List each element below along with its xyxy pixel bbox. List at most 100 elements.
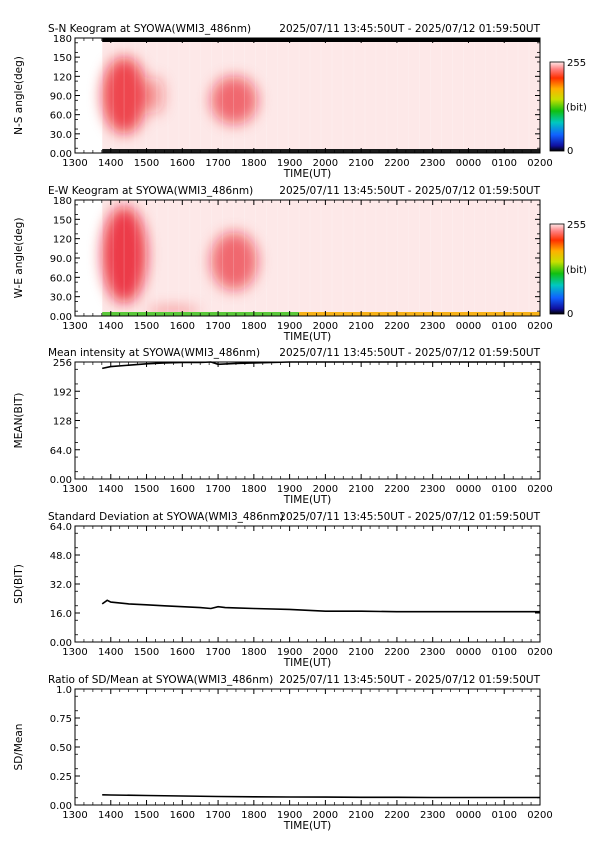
colorbar xyxy=(549,61,565,152)
x-tick-label: 2300 xyxy=(420,158,445,169)
y-tick-label: 30.0 xyxy=(50,293,72,304)
x-tick-label: 0100 xyxy=(492,321,517,332)
x-tick-label: 1900 xyxy=(277,647,302,658)
y-tick-label: 30.0 xyxy=(50,130,72,141)
panel-title: Standard Deviation at SYOWA(WMI3_486nm) xyxy=(48,511,284,523)
x-tick-label: 1600 xyxy=(170,810,195,821)
x-tick-label: 2300 xyxy=(420,810,445,821)
y-tick-label: 0.25 xyxy=(50,772,72,783)
x-tick-label: 0100 xyxy=(492,647,517,658)
x-tick-label: 1500 xyxy=(134,321,159,332)
x-tick-label: 0100 xyxy=(492,158,517,169)
x-tick-label: 2200 xyxy=(384,484,409,495)
panel-title: Mean intensity at SYOWA(WMI3_486nm) xyxy=(48,347,260,359)
panel-2: E-W Keogram at SYOWA(WMI3_486nm) 2025/07/… xyxy=(13,185,587,343)
x-tick-label: 1800 xyxy=(241,484,266,495)
bottom-band xyxy=(102,149,540,153)
aurora-blob xyxy=(102,57,147,134)
plot-frame xyxy=(74,525,541,643)
x-tick-label: 1800 xyxy=(241,647,266,658)
series-line xyxy=(102,794,540,799)
y-tick-label: 0.00 xyxy=(50,475,72,486)
x-tick-label: 1900 xyxy=(277,810,302,821)
colorbar-max: 255 xyxy=(567,220,586,231)
x-tick-label: 0200 xyxy=(527,810,552,821)
y-tick-label: 16.0 xyxy=(50,609,72,620)
x-axis-label: TIME(UT) xyxy=(283,657,332,669)
top-band xyxy=(102,38,540,42)
x-tick-label: 1400 xyxy=(98,158,123,169)
y-tick-label: 90.0 xyxy=(50,254,72,265)
x-tick-label: 2200 xyxy=(384,810,409,821)
x-tick-label: 2100 xyxy=(348,647,373,658)
aurora-blob xyxy=(102,206,147,304)
period-label: 2025/07/11 13:45:50UT - 2025/07/12 01:59… xyxy=(279,674,540,686)
y-tick-label: 90.0 xyxy=(50,92,72,103)
x-tick-label: 2300 xyxy=(420,321,445,332)
aurora-blob xyxy=(210,232,258,291)
x-tick-label: 1600 xyxy=(170,647,195,658)
plot-frame xyxy=(74,688,541,806)
x-tick-label: 1300 xyxy=(62,810,87,821)
x-tick-label: 0200 xyxy=(527,321,552,332)
y-axis-label: MEAN(BIT) xyxy=(13,393,25,449)
keogram-background xyxy=(102,38,540,153)
y-tick-label: 0.50 xyxy=(50,743,72,754)
x-tick-label: 1400 xyxy=(98,484,123,495)
x-tick-label: 2300 xyxy=(420,484,445,495)
x-tick-label: 0000 xyxy=(456,647,481,658)
y-tick-label: 1.0 xyxy=(56,685,72,696)
x-tick-label: 0000 xyxy=(456,321,481,332)
y-tick-label: 0.00 xyxy=(50,312,72,323)
panel-5: Ratio of SD/Mean at SYOWA(WMI3_486nm) 202… xyxy=(13,674,553,832)
keogram-image xyxy=(101,200,540,316)
y-tick-label: 48.0 xyxy=(50,551,72,562)
x-tick-label: 2100 xyxy=(348,484,373,495)
period-label: 2025/07/11 13:45:50UT - 2025/07/12 01:59… xyxy=(279,347,540,359)
x-tick-label: 0200 xyxy=(527,158,552,169)
x-tick-label: 0200 xyxy=(527,484,552,495)
colorbar-unit: (bit) xyxy=(566,265,587,276)
x-axis-label: TIME(UT) xyxy=(283,494,332,506)
y-tick-label: 180 xyxy=(53,34,72,45)
y-tick-label: 0.00 xyxy=(50,638,72,649)
x-tick-label: 2000 xyxy=(313,484,338,495)
period-label: 2025/07/11 13:45:50UT - 2025/07/12 01:59… xyxy=(279,185,540,197)
x-tick-label: 2200 xyxy=(384,321,409,332)
y-tick-label: 60.0 xyxy=(50,273,72,284)
panel-1: S-N Keogram at SYOWA(WMI3_486nm) 2025/07/… xyxy=(13,23,587,180)
y-axis-label: SD/Mean xyxy=(13,724,25,771)
x-tick-label: 1800 xyxy=(241,158,266,169)
x-tick-label: 1800 xyxy=(241,810,266,821)
x-tick-label: 1700 xyxy=(205,158,230,169)
colorbar-unit: (bit) xyxy=(566,103,587,114)
x-tick-label: 2000 xyxy=(313,158,338,169)
colorbar xyxy=(549,223,565,315)
series-line xyxy=(102,361,540,370)
x-tick-label: 2300 xyxy=(420,647,445,658)
y-tick-label: 64.0 xyxy=(50,522,72,533)
x-tick-label: 1600 xyxy=(170,484,195,495)
x-axis-label: TIME(UT) xyxy=(283,820,332,832)
y-axis-label: W-E angle(deg) xyxy=(13,218,25,299)
panel-4: Standard Deviation at SYOWA(WMI3_486nm)2… xyxy=(13,511,553,669)
period-label: 2025/07/11 13:45:50UT - 2025/07/12 01:59… xyxy=(279,511,540,523)
y-tick-label: 60.0 xyxy=(50,111,72,122)
y-axis-label: SD(BIT) xyxy=(13,564,25,604)
x-tick-label: 1900 xyxy=(277,321,302,332)
x-tick-label: 1400 xyxy=(98,321,123,332)
x-tick-label: 1900 xyxy=(277,484,302,495)
series-line xyxy=(101,599,540,613)
x-tick-label: 1600 xyxy=(170,321,195,332)
x-tick-label: 0200 xyxy=(527,647,552,658)
y-tick-label: 150 xyxy=(53,53,72,64)
aurora-blob xyxy=(146,76,165,115)
x-tick-label: 1500 xyxy=(134,484,159,495)
panel-title: Ratio of SD/Mean at SYOWA(WMI3_486nm) xyxy=(48,674,273,686)
x-tick-label: 0100 xyxy=(492,810,517,821)
bottom-band-green xyxy=(102,312,300,316)
x-tick-label: 1700 xyxy=(205,647,230,658)
x-tick-label: 0000 xyxy=(456,158,481,169)
colorbar-max: 255 xyxy=(567,58,586,69)
keogram-background xyxy=(102,200,540,316)
